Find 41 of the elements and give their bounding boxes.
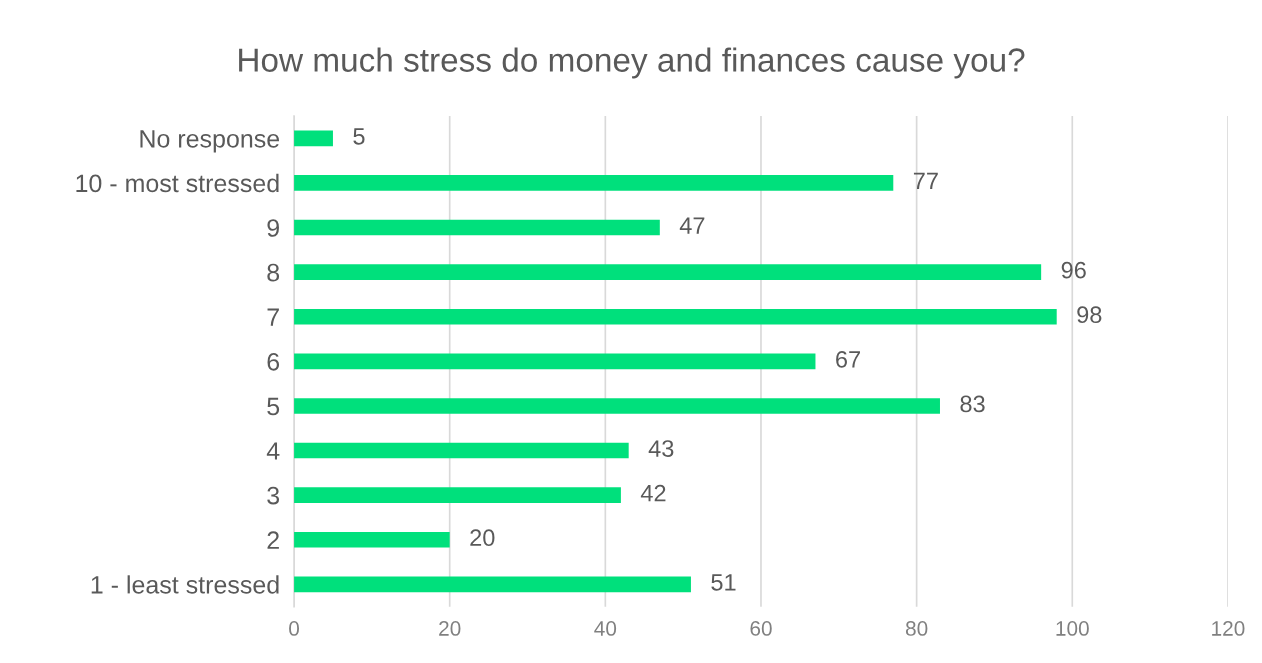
x-tick-label: 40 [594,621,617,636]
data-label: 51 [711,574,736,591]
y-tick-label: 3 [267,486,280,505]
bar [294,353,816,370]
y-tick-label: 5 [267,397,280,416]
x-tick-label: 0 [289,621,300,636]
bar [294,308,1057,325]
data-label: 42 [640,484,666,502]
y-tick-label: 2 [267,531,279,549]
x-tick-label: 20 [439,621,461,636]
y-tick-label: 8 [267,263,280,282]
data-label: 5 [353,128,365,145]
bar [294,264,1042,280]
data-label: 43 [648,440,674,457]
bar [294,442,629,459]
data-label: 83 [960,395,985,413]
bar [294,219,660,236]
bar [294,487,621,503]
x-tick-label: 120 [1212,621,1245,636]
y-tick-label: 10 - most stressed [76,173,279,193]
data-label: 20 [470,529,495,547]
bar [294,175,894,191]
data-label: 77 [913,172,938,190]
x-tick-label: 60 [750,621,772,636]
y-tick-label: 7 [267,308,279,326]
y-tick-label: 1 - least stressed [91,575,279,594]
y-tick-label: 6 [267,352,280,371]
x-tick-label: 80 [905,621,928,636]
data-label: 96 [1061,261,1086,279]
bar [294,130,333,147]
data-label: 47 [679,217,705,234]
bar [294,531,450,548]
bar [294,576,691,593]
x-tick-label: 100 [1056,621,1089,636]
chart-title: How much stress do money and finances cause you? [239,47,1025,79]
y-tick-label: 4 [266,442,280,460]
data-label: 98 [1077,306,1102,324]
bar [294,398,940,414]
y-tick-label: 9 [267,219,279,237]
data-label: 67 [836,350,860,368]
y-tick-label: No response [140,130,280,153]
